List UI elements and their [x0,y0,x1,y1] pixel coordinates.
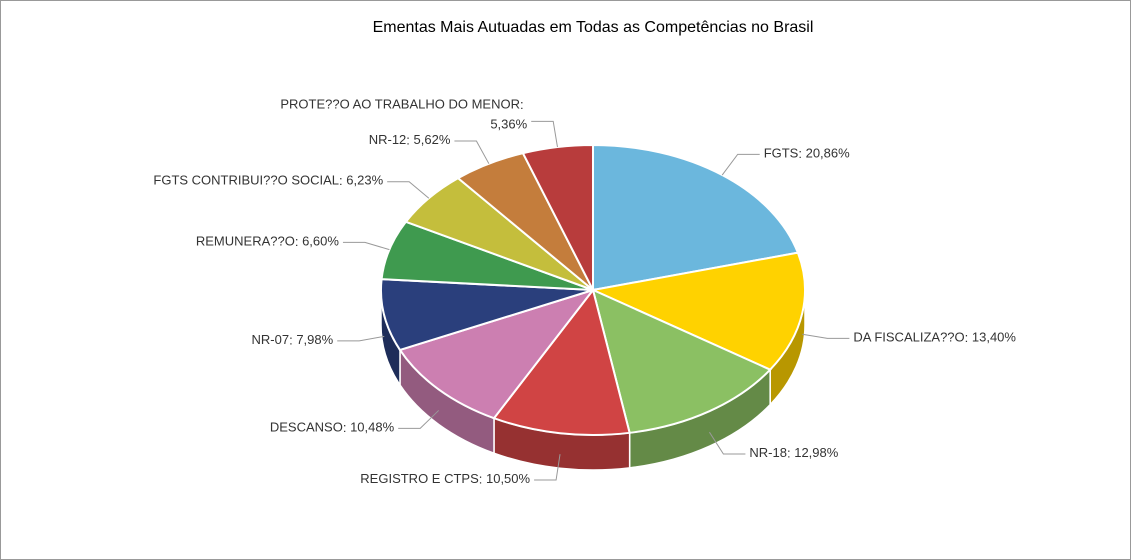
data-label: DA FISCALIZA??O: 13,40% [853,330,1016,345]
label-name: REGISTRO E CTPS [360,471,479,486]
slice [380,278,594,352]
leader-line [337,335,385,342]
label-value: 12,98% [794,445,839,460]
data-label: FGTS CONTRIBUI??O SOCIAL: 6,23% [153,173,383,188]
data-label: NR-07: 7,98% [252,332,334,347]
label-name: FGTS [764,146,799,161]
data-label: DESCANSO: 10,48% [270,420,395,435]
leader-line [802,333,850,339]
leader-line [531,120,558,148]
label-name: NR-18 [749,445,787,460]
slice [398,288,596,420]
label-value: 13,40% [972,330,1017,345]
slice [492,287,631,436]
leader-line [398,410,440,429]
label-value: 10,48% [350,420,395,435]
slice [591,288,772,434]
chart-title: Ementas Mais Autuadas em Todas as Compet… [373,19,814,36]
leader-line [387,181,430,199]
label-value: 5,36% [490,117,527,132]
label-name: FGTS CONTRIBUI??O SOCIAL [153,173,339,188]
label-name: NR-07 [252,332,290,347]
label-name: DESCANSO [270,420,343,435]
leader-line [454,140,490,164]
slice [521,143,594,291]
slice [589,251,806,371]
label-value: 5,62% [414,132,451,147]
leader-line [721,153,760,176]
data-label: FGTS: 20,86% [764,146,850,161]
label-name: NR-12 [369,132,407,147]
label-value: 10,50% [486,471,531,486]
data-label: REGISTRO E CTPS: 10,50% [360,471,530,486]
data-label: NR-12: 5,62% [369,132,451,147]
leader-line [342,241,390,251]
label-name: PROTE??O AO TRABALHO DO MENOR [280,97,520,112]
label-value: 6,23% [346,173,383,188]
data-label: NR-18: 12,98% [749,445,838,460]
label-value: 6,60% [302,234,339,249]
leader-line [709,431,746,455]
slice [592,143,800,292]
leader-line [534,454,561,481]
label-name: REMUNERA??O [196,234,295,249]
label-value: 7,98% [296,332,333,347]
label-value: 20,86% [806,146,851,161]
label-name: DA FISCALIZA??O [853,330,964,345]
data-label: REMUNERA??O: 6,60% [196,234,340,249]
